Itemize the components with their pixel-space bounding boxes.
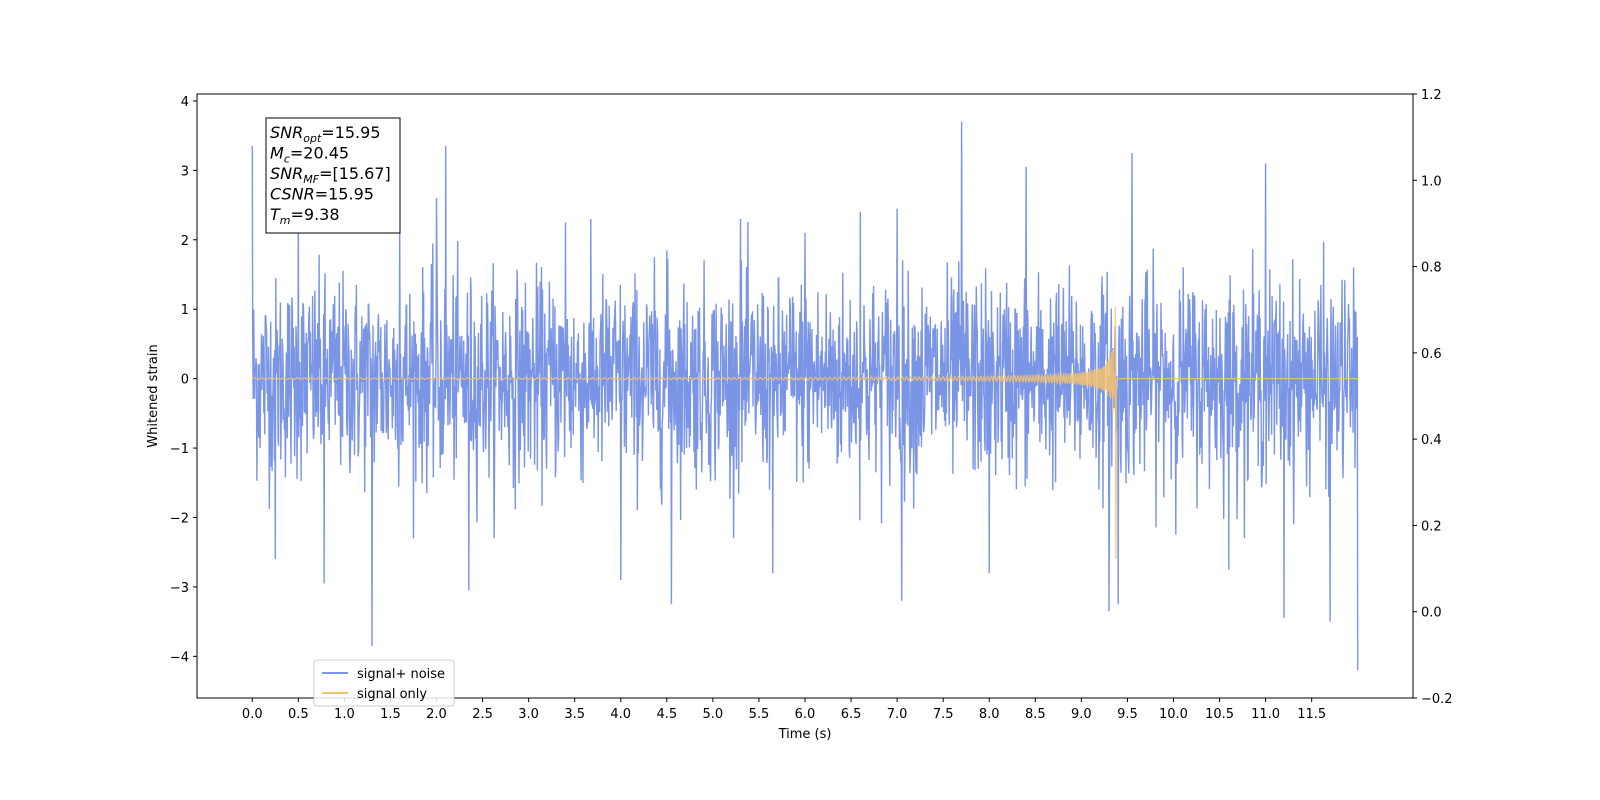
annotation-subscript: MF	[303, 173, 319, 186]
legend: signal+ noise signal only	[313, 659, 455, 707]
annotation-value: =9.38	[291, 205, 340, 224]
annotation-value: =20.45	[290, 144, 349, 163]
annotation-subscript: m	[280, 214, 291, 227]
legend-label-signal-noise: signal+ noise	[357, 667, 445, 682]
annotation-line: SNRopt=15.95	[270, 123, 381, 145]
plot-area	[251, 121, 1359, 671]
series-line-signal-noise	[251, 121, 1359, 671]
x-tick-label: 9.5	[1117, 707, 1138, 722]
x-tick-label: 6.5	[841, 707, 862, 722]
stats-annotation-box: SNRopt=15.95Mc=20.45SNRMF=[15.67]CSNR=15…	[265, 117, 401, 234]
x-tick-label: 7.5	[933, 707, 954, 722]
y-tick-label: 0	[181, 373, 189, 388]
annotation-value: =15.95	[321, 123, 380, 142]
y-tick-label: −3	[170, 581, 189, 596]
y2-tick-label: −0.2	[1421, 692, 1453, 707]
annotation-symbol: T	[270, 205, 281, 224]
y-tick-label: −4	[170, 650, 189, 665]
x-tick-label: 5.5	[749, 707, 770, 722]
y2-tick-label: 0.4	[1421, 433, 1442, 448]
x-tick-label: 4.0	[610, 707, 631, 722]
annotation-symbol: SNR	[270, 123, 303, 142]
x-axis: 0.0 0.5 1.0 1.5 2.0 2.5 3.0 3.5 4.0 4.5 5.0 5.5 6.0 6…	[242, 698, 1326, 722]
x-tick-label: 3.5	[564, 707, 585, 722]
y-axis-right: 1.2 1.0 0.8 0.6 0.4 0.2 0.0 −0.2	[1413, 88, 1453, 707]
y-tick-label: 3	[181, 164, 189, 179]
series-signal-only	[251, 306, 1358, 559]
y2-tick-label: 0.6	[1421, 347, 1442, 362]
annotation-line: SNRMF=[15.67]	[270, 164, 391, 186]
x-tick-label: 5.0	[703, 707, 724, 722]
annotation-symbol: M	[270, 144, 284, 163]
annotation-line: Mc=20.45	[270, 144, 349, 166]
x-tick-label: 11.0	[1251, 707, 1280, 722]
y-tick-label: −2	[170, 511, 189, 526]
y-tick-label: 2	[181, 234, 189, 249]
x-tick-label: 7.0	[887, 707, 908, 722]
x-tick-label: 4.5	[656, 707, 677, 722]
x-tick-label: 0.0	[242, 707, 263, 722]
y-tick-label: 1	[181, 303, 189, 318]
annotation-symbol: SNR	[270, 164, 303, 183]
x-tick-label: 6.0	[795, 707, 816, 722]
y2-tick-label: 1.2	[1421, 88, 1442, 103]
y2-tick-label: 0.2	[1421, 519, 1442, 534]
x-tick-label: 3.0	[518, 707, 539, 722]
x-tick-label: 1.0	[334, 707, 355, 722]
series-signal-noise	[251, 121, 1359, 671]
x-tick-label: 10.5	[1205, 707, 1234, 722]
annotation-value: =[15.67]	[319, 164, 391, 183]
y2-tick-label: 0.0	[1421, 606, 1442, 621]
y-tick-label: 4	[181, 95, 189, 110]
y-tick-label: −1	[170, 442, 189, 457]
x-tick-label: 1.5	[380, 707, 401, 722]
annotation-frame	[265, 117, 401, 234]
x-tick-label: 8.5	[1025, 707, 1046, 722]
annotation-subscript: opt	[303, 132, 322, 145]
x-tick-label: 2.5	[472, 707, 493, 722]
x-tick-label: 8.0	[979, 707, 1000, 722]
annotation-line: Tm=9.38	[270, 205, 340, 227]
y-axis-left: 4 3 2 1 0 −1 −2 −3 −4	[170, 95, 197, 665]
y2-tick-label: 0.8	[1421, 261, 1442, 276]
annotation-symbol: CSNR	[270, 185, 315, 204]
y2-tick-label: 1.0	[1421, 174, 1442, 189]
annotation-value: =15.95	[315, 185, 374, 204]
x-tick-label: 10.0	[1159, 707, 1188, 722]
annotation-line: CSNR=15.95	[270, 185, 374, 204]
x-axis-label: Time (s)	[778, 727, 832, 742]
x-tick-label: 2.0	[426, 707, 447, 722]
x-tick-label: 9.0	[1071, 707, 1092, 722]
legend-label-signal-only: signal only	[357, 687, 427, 702]
annotation-subscript: c	[284, 153, 290, 166]
x-tick-label: 0.5	[288, 707, 309, 722]
y-axis-label: Whitened strain	[146, 344, 161, 447]
x-tick-label: 11.5	[1297, 707, 1326, 722]
legend-frame	[313, 659, 455, 707]
series-line-signal-only	[251, 306, 1358, 559]
